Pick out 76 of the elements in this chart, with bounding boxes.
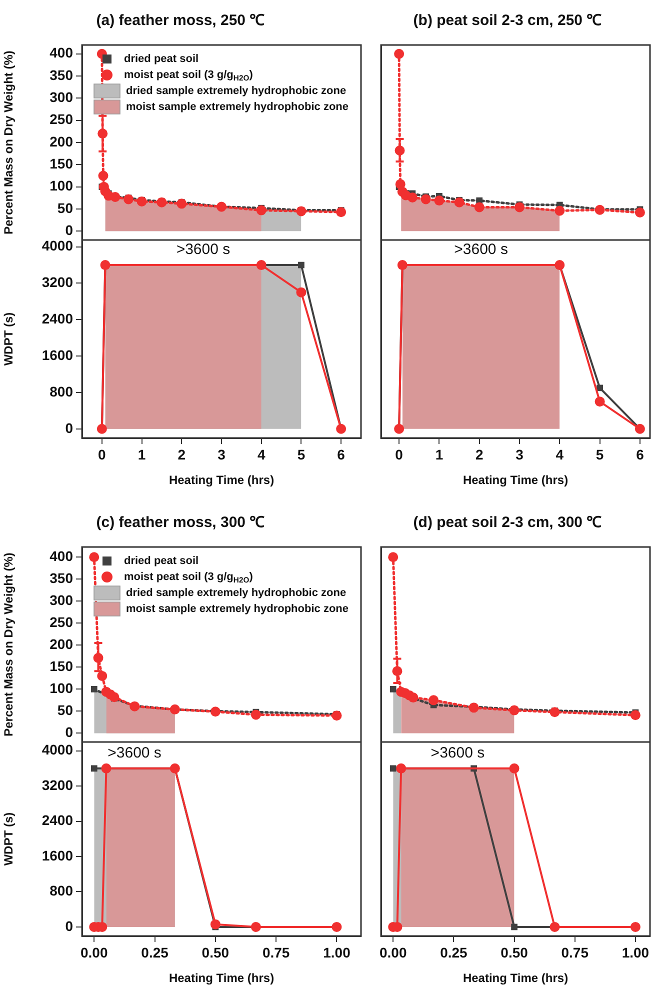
x-tick-label: 1.00: [323, 944, 351, 960]
y-tick-label: 1600: [42, 847, 74, 864]
x-axis-title: Heating Time (hrs): [168, 971, 274, 986]
y-tick-label: 4000: [42, 238, 74, 254]
x-axis-title: Heating Time (hrs): [462, 473, 568, 488]
y-tick-label: 0: [65, 918, 74, 934]
y-tick-label: 300: [50, 89, 74, 106]
y-tick-label: 400: [50, 548, 74, 564]
y-tick-label: 3200: [42, 776, 74, 793]
y-tick-label: 50: [57, 702, 74, 718]
chart-title: (d) peat soil 2-3 cm, 300 ℃: [413, 514, 602, 532]
x-axis-title: Heating Time (hrs): [462, 971, 568, 986]
legend-label: moist sample extremely hydrophobic zone: [126, 603, 349, 616]
y-tick-label: 100: [50, 178, 74, 194]
x-tick-label: 0.50: [202, 944, 230, 960]
y-axis-title: Percent Mass on Dry Weight (%): [2, 552, 16, 736]
y-tick-label: 350: [50, 570, 74, 586]
y-tick-label: 2400: [42, 812, 74, 828]
x-tick-label: 0.75: [561, 944, 589, 960]
legend-label: dried peat soil: [124, 555, 199, 568]
annotation: >3600 s: [454, 241, 508, 258]
y-tick-label: 800: [50, 383, 74, 400]
y-tick-label: 150: [50, 156, 74, 172]
y-tick-label: 200: [50, 636, 74, 652]
x-tick-label: 1.00: [622, 944, 650, 960]
y-tick-label: 100: [50, 680, 74, 696]
annotation: >3600 s: [430, 744, 485, 762]
x-tick-label: 0.50: [500, 944, 528, 960]
y-tick-label: 300: [50, 592, 74, 608]
x-axis-title: Heating Time (hrs): [168, 473, 274, 488]
x-tick-label: 3: [218, 446, 226, 462]
y-tick-label: 0: [65, 222, 74, 238]
x-tick-label: 0.00: [80, 944, 108, 960]
x-tick-label: 6: [636, 446, 644, 462]
x-tick-label: 2: [178, 446, 186, 462]
annotation: >3600 s: [176, 241, 230, 258]
chart-title: (a) feather moss, 250 ℃: [96, 12, 265, 30]
y-tick-label: 0: [65, 724, 74, 740]
annotation: >3600 s: [108, 744, 162, 762]
y-axis-title: Percent Mass on Dry Weight (%): [2, 50, 16, 234]
y-tick-label: 800: [50, 882, 74, 899]
y-axis-title: WDPT (s): [2, 812, 16, 866]
y-tick-label: 250: [50, 111, 74, 128]
x-tick-label: 0.75: [262, 944, 290, 960]
x-tick-label: 2: [475, 446, 484, 462]
legend-label: dried sample extremely hydrophobic zone: [126, 85, 346, 98]
x-tick-label: 0: [98, 446, 106, 462]
x-tick-label: 0.00: [379, 944, 407, 960]
x-tick-label: 5: [596, 446, 604, 462]
x-tick-label: 0.25: [141, 944, 169, 960]
y-tick-label: 350: [50, 66, 74, 83]
y-tick-label: 250: [50, 614, 74, 630]
x-tick-label: 0: [395, 446, 404, 462]
x-tick-label: 4: [257, 446, 266, 462]
legend-label: dried peat soil: [124, 53, 199, 66]
y-tick-label: 1600: [42, 346, 74, 363]
legend-label: moist sample extremely hydrophobic zone: [126, 101, 349, 114]
y-tick-label: 400: [50, 44, 74, 61]
chart-title: (c) feather moss, 300 ℃: [96, 514, 265, 532]
y-tick-label: 0: [65, 420, 74, 436]
y-tick-label: 4000: [42, 742, 74, 758]
legend-label: dried sample extremely hydrophobic zone: [126, 587, 346, 600]
x-tick-label: 1: [435, 446, 444, 462]
x-tick-label: 4: [556, 446, 564, 462]
x-tick-label: 0.25: [440, 944, 468, 960]
chart-title: (b) peat soil 2-3 cm, 250 ℃: [413, 12, 602, 30]
x-tick-label: 1: [138, 446, 146, 462]
y-tick-label: 200: [50, 133, 74, 150]
x-tick-label: 3: [516, 446, 524, 462]
y-tick-label: 3200: [42, 274, 74, 290]
y-tick-label: 50: [57, 200, 74, 216]
x-tick-label: 6: [337, 446, 346, 462]
y-axis-title: WDPT (s): [2, 312, 16, 366]
y-tick-label: 150: [50, 658, 74, 674]
y-tick-label: 2400: [42, 310, 74, 327]
x-tick-label: 5: [297, 446, 306, 462]
